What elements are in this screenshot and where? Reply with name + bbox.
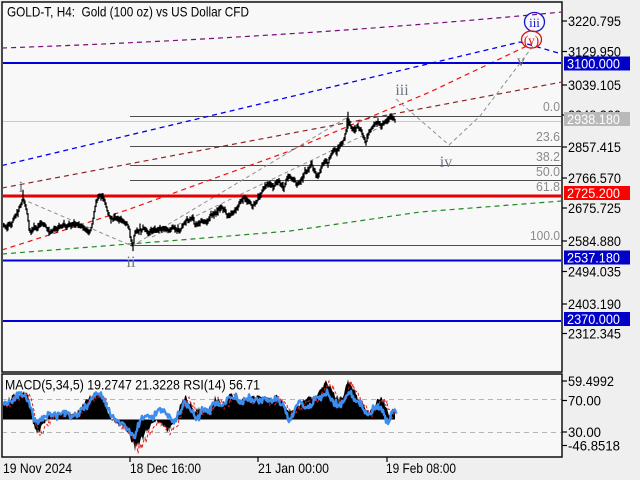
- svg-text:3129.950: 3129.950: [568, 44, 621, 60]
- svg-text:100.0: 100.0: [530, 229, 560, 243]
- svg-text:0.0: 0.0: [543, 100, 560, 114]
- svg-text:iii: iii: [529, 15, 540, 30]
- svg-text:2766.570: 2766.570: [568, 170, 621, 186]
- svg-text:19 Nov 2024: 19 Nov 2024: [3, 460, 72, 476]
- svg-text:3220.795: 3220.795: [568, 13, 621, 29]
- svg-text:(v): (v): [524, 33, 539, 48]
- svg-text:61.8: 61.8: [536, 180, 560, 194]
- svg-text:2675.725: 2675.725: [568, 200, 621, 216]
- svg-text:2725.200: 2725.200: [567, 185, 620, 201]
- svg-text:2370.000: 2370.000: [567, 311, 620, 327]
- svg-text:70.00: 70.00: [568, 393, 601, 409]
- svg-text:50.0: 50.0: [536, 165, 560, 179]
- svg-text:GOLD-T, H4: Gold (100 oz) vs: GOLD-T, H4: Gold (100 oz) vs US Dollar C…: [7, 4, 249, 20]
- svg-text:30.00: 30.00: [568, 424, 601, 440]
- svg-text:19 Feb 08:00: 19 Feb 08:00: [386, 460, 456, 476]
- svg-text:i: i: [19, 179, 24, 196]
- svg-text:iii: iii: [395, 82, 409, 99]
- svg-text:2857.415: 2857.415: [568, 139, 621, 155]
- svg-text:MACD(5,34,5) 19.2747 21.3228 R: MACD(5,34,5) 19.2747 21.3228 RSI(14) 56.…: [5, 377, 260, 393]
- svg-text:3039.105: 3039.105: [568, 77, 621, 93]
- svg-text:ii: ii: [127, 254, 136, 271]
- svg-text:2403.190: 2403.190: [568, 296, 621, 312]
- svg-text:23.6: 23.6: [536, 130, 560, 144]
- svg-text:38.2: 38.2: [536, 150, 560, 164]
- svg-text:3100.000: 3100.000: [567, 56, 620, 72]
- svg-text:iv: iv: [440, 154, 452, 171]
- svg-text:2938.180: 2938.180: [567, 111, 620, 127]
- svg-text:21 Jan 00:00: 21 Jan 00:00: [258, 460, 329, 476]
- svg-text:59.4992: 59.4992: [568, 373, 614, 389]
- svg-text:-46.8518: -46.8518: [568, 438, 620, 454]
- svg-text:v: v: [517, 53, 525, 70]
- svg-text:18 Dec 16:00: 18 Dec 16:00: [130, 460, 201, 476]
- svg-text:2537.180: 2537.180: [567, 250, 620, 266]
- svg-text:2584.880: 2584.880: [568, 233, 621, 249]
- svg-text:2312.345: 2312.345: [568, 326, 621, 342]
- svg-text:2494.035: 2494.035: [568, 264, 621, 280]
